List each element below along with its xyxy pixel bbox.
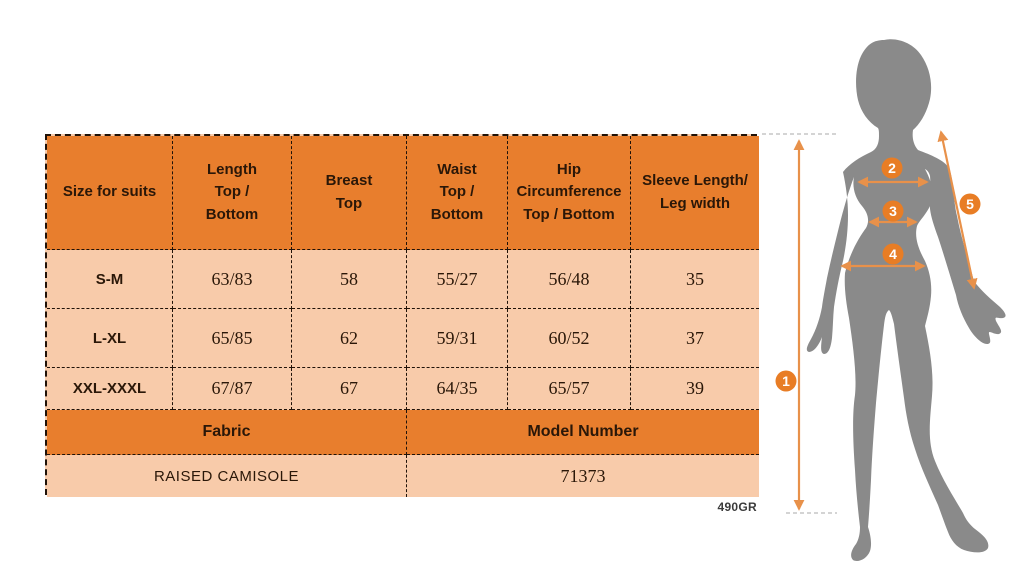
marker-2-circle: [881, 157, 903, 179]
header-breast: Breast Top: [292, 136, 407, 250]
fabric-label: Fabric: [47, 410, 407, 455]
row-lxl-breast: 62: [292, 309, 407, 368]
row-lxl-length: 65/85: [173, 309, 292, 368]
marker-3-circle: [882, 200, 904, 222]
header-length: Length Top / Bottom: [173, 136, 292, 250]
weight-note: 490GR: [717, 500, 757, 514]
fabric-value: RAISED CAMISOLE: [47, 455, 407, 497]
marker-3: 3: [882, 200, 904, 222]
row-xxl-hip: 65/57: [508, 368, 631, 410]
sleeve-arrow: [937, 130, 978, 290]
marker-5: 5: [959, 193, 981, 215]
marker-5-label: 5: [966, 196, 974, 212]
header-hip: Hip Circumference Top / Bottom: [508, 136, 631, 250]
marker-3-label: 3: [889, 203, 897, 219]
marker-1-circle: [775, 370, 797, 392]
row-sm-size: S-M: [47, 250, 173, 309]
marker-1: 1: [775, 370, 797, 392]
row-lxl-size: L-XL: [47, 309, 173, 368]
row-xxl-sleeve: 39: [631, 368, 759, 410]
row-sm-length: 63/83: [173, 250, 292, 309]
row-lxl-hip: 60/52: [508, 309, 631, 368]
row-sm-hip: 56/48: [508, 250, 631, 309]
row-xxl-size: XXL-XXXL: [47, 368, 173, 410]
model-number-value: 71373: [407, 455, 759, 497]
row-lxl-waist: 59/31: [407, 309, 508, 368]
row-xxl-breast: 67: [292, 368, 407, 410]
marker-2-label: 2: [888, 160, 896, 176]
row-sm-breast: 58: [292, 250, 407, 309]
marker-4-circle: [882, 243, 904, 265]
header-waist: Waist Top / Bottom: [407, 136, 508, 250]
marker-2: 2: [881, 157, 903, 179]
header-size-for-suits: Size for suits: [47, 136, 173, 250]
row-sm-waist: 55/27: [407, 250, 508, 309]
header-sleeve: Sleeve Length/ Leg width: [631, 136, 759, 250]
row-lxl-sleeve: 37: [631, 309, 759, 368]
marker-1-label: 1: [782, 373, 790, 389]
row-xxl-waist: 64/35: [407, 368, 508, 410]
size-table: Size for suits Length Top / Bottom Breas…: [45, 134, 759, 497]
row-xxl-length: 67/87: [173, 368, 292, 410]
marker-4: 4: [882, 243, 904, 265]
marker-5-circle: [959, 193, 981, 215]
marker-4-label: 4: [889, 246, 897, 262]
model-number-label: Model Number: [407, 410, 759, 455]
row-sm-sleeve: 35: [631, 250, 759, 309]
woman-silhouette: [806, 39, 1006, 561]
